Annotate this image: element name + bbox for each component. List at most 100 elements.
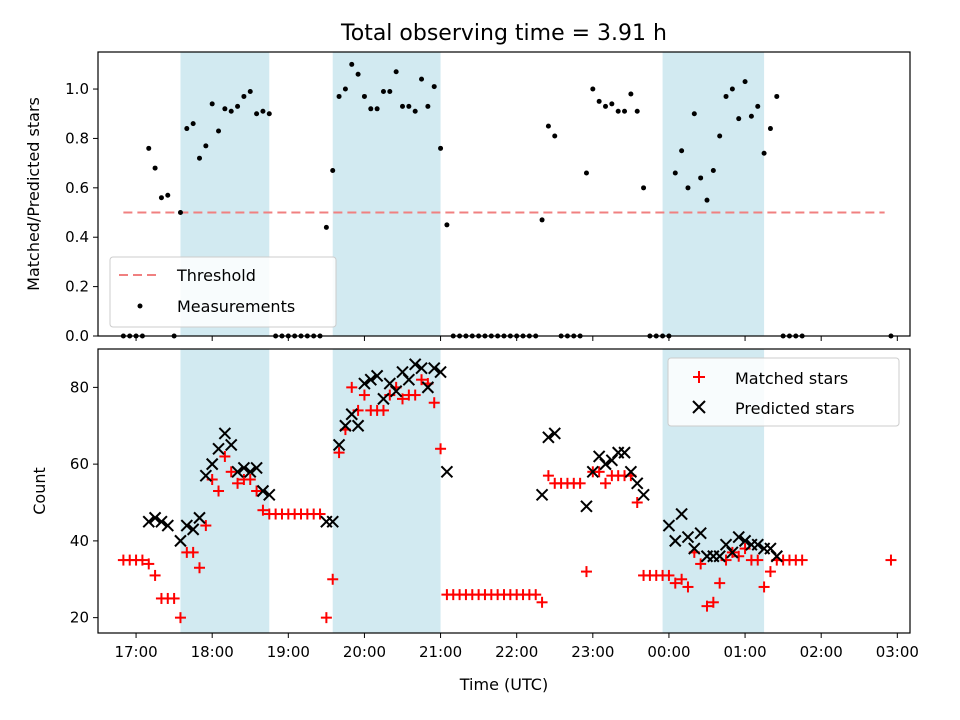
- predicted-point: [669, 534, 682, 548]
- measurement-point: [419, 76, 425, 82]
- measurement-point: [590, 86, 596, 92]
- measurement-point: [545, 123, 551, 129]
- predicted-point-b: [263, 488, 276, 502]
- predicted-point-b: [434, 365, 447, 379]
- predicted-point: [681, 530, 695, 544]
- matched-point: [143, 558, 155, 570]
- measurement-point: [216, 128, 222, 134]
- matched-point: [409, 389, 421, 401]
- x-tick-label: 02:00: [800, 643, 843, 661]
- predicted-points: [142, 358, 783, 563]
- predicted-point-b: [631, 477, 644, 490]
- measurement-point: [444, 222, 450, 228]
- measurement-point: [190, 121, 196, 127]
- predicted-point-b: [681, 530, 695, 544]
- matched-point: [593, 466, 605, 478]
- predicted-point: [408, 358, 422, 371]
- predicted-point: [675, 507, 688, 521]
- measurement-point: [539, 217, 545, 223]
- predicted-point-b: [218, 427, 232, 440]
- predicted-point: [244, 465, 257, 479]
- predicted-point: [218, 427, 232, 440]
- predicted-point-b: [370, 369, 384, 383]
- predicted-point-b: [402, 373, 416, 386]
- predicted-point-b: [174, 534, 187, 548]
- predicted-point-b: [421, 381, 435, 394]
- measurement-point: [641, 185, 647, 191]
- observing-band: [332, 52, 441, 336]
- measurement-point: [355, 71, 361, 77]
- panel-count: 20 40 60 80 17:00 18:00 19:00 20:00 21:00 22:00 2…: [30, 348, 919, 694]
- matched-point: [676, 573, 688, 585]
- measurement-point: [400, 103, 405, 109]
- predicted-point: [440, 465, 454, 479]
- measurement-point: [235, 103, 241, 109]
- measurement-point: [241, 93, 247, 99]
- measurement-point: [368, 106, 374, 112]
- matched-point: [707, 596, 719, 608]
- measurement-point: [691, 111, 697, 117]
- matched-point: [187, 546, 199, 558]
- legend-matched-swatch: [693, 371, 705, 383]
- predicted-point: [713, 550, 726, 563]
- measurement-point: [698, 175, 704, 181]
- measurement-point: [247, 89, 253, 95]
- predicted-point: [225, 438, 238, 452]
- matched-point: [796, 554, 808, 566]
- predicted-point-b: [383, 377, 397, 390]
- measurement-point: [552, 133, 558, 139]
- x-tick-label: 01:00: [723, 643, 766, 661]
- matched-point: [213, 485, 225, 497]
- predicted-point: [738, 534, 752, 548]
- predicted-point-b: [637, 488, 650, 502]
- predicted-point-b: [231, 465, 244, 479]
- measurement-point: [406, 103, 412, 109]
- x-tick-label: 22:00: [495, 643, 538, 661]
- predicted-point-b: [193, 511, 206, 525]
- measurement-point: [685, 185, 691, 191]
- measurement-point: [774, 93, 780, 99]
- predicted-point-b: [205, 457, 219, 471]
- legend-top: Threshold Measurements: [109, 256, 337, 328]
- matched-point: [168, 592, 180, 604]
- matched-point: [701, 600, 713, 612]
- predicted-point-b: [161, 519, 174, 532]
- measurement-point: [723, 93, 729, 99]
- legend-predicted-swatch: [692, 400, 706, 414]
- legend-threshold-label: Threshold: [176, 266, 256, 285]
- measurement-point: [583, 170, 589, 176]
- predicted-point: [631, 477, 644, 490]
- predicted-point: [263, 488, 276, 502]
- predicted-point-b: [180, 519, 194, 532]
- predicted-point: [377, 392, 390, 406]
- measurement-point: [761, 150, 767, 156]
- predicted-point: [161, 519, 174, 532]
- predicted-point-b: [751, 538, 764, 551]
- measurement-point: [146, 145, 152, 151]
- y-tick-label: 0.6: [65, 179, 89, 197]
- measurement-point: [342, 86, 348, 92]
- predicted-point-b: [688, 542, 701, 555]
- y-ticks-top: 0.0 0.2 0.4 0.6 0.8 1.0: [65, 80, 98, 345]
- legend-matched-label: Matched stars: [735, 369, 848, 388]
- matched-point: [416, 374, 428, 386]
- y-ticks-bottom: 20 40 60 80: [70, 378, 98, 627]
- matched-point: [194, 562, 205, 574]
- predicted-point: [402, 373, 416, 386]
- predicted-point: [364, 373, 377, 386]
- predicted-point: [212, 442, 225, 455]
- predicted-point: [732, 530, 745, 544]
- predicted-point: [205, 457, 219, 471]
- predicted-point: [415, 361, 428, 375]
- measurement-point: [254, 111, 260, 117]
- measurement-point: [152, 165, 158, 171]
- measurement-point: [634, 108, 640, 114]
- plot-frame-top: [97, 51, 911, 337]
- measurement-point: [742, 79, 748, 85]
- measurement-point: [158, 195, 164, 201]
- matched-point: [397, 393, 408, 405]
- x-tick-label: 03:00: [876, 643, 919, 661]
- y-tick-label: 40: [70, 532, 89, 550]
- legend-bottom: Matched stars Predicted stars: [667, 357, 900, 427]
